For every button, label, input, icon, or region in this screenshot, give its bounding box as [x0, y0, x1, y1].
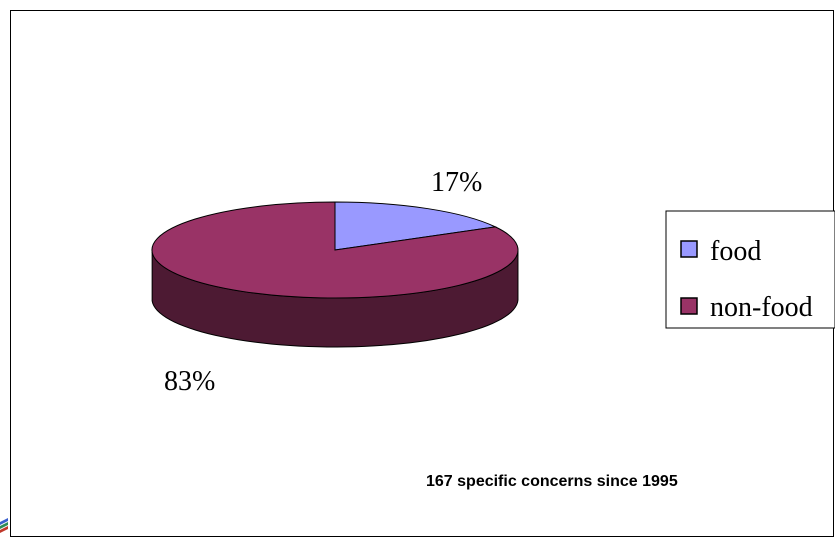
slice-label-food: 17% [431, 167, 482, 198]
legend: food non-food [665, 210, 835, 329]
pie-group [151, 201, 519, 348]
chart-annotation: 167 specific concerns since 1995 [426, 473, 678, 490]
pie-slice-food [334, 201, 498, 251]
logo-fragment [0, 518, 8, 533]
legend-swatch-non-food [680, 297, 698, 315]
legend-label-non-food: non-food [710, 292, 813, 323]
legend-swatch-food [680, 240, 698, 258]
slice-label-non-food: 83% [164, 366, 215, 397]
legend-label-food: food [710, 236, 761, 267]
pie-slice-non-food [151, 201, 519, 299]
